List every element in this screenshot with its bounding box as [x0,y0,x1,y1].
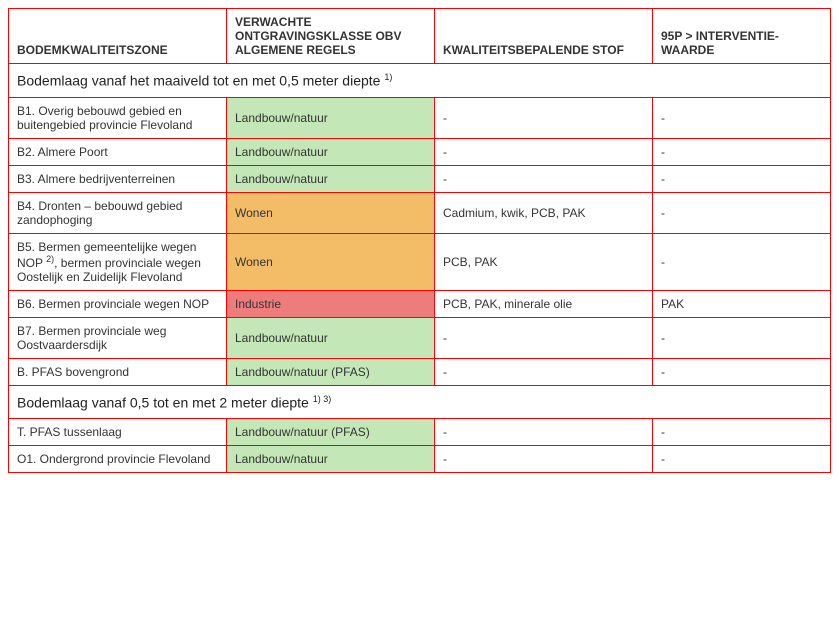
cell-class: Landbouw/natuur [227,97,435,138]
cell-zone: B1. Overig bebouwd gebied en buitengebie… [9,97,227,138]
cell-class: Landbouw/natuur [227,165,435,192]
cell-95p: - [653,233,831,290]
table-row: O1. Ondergrond provincie FlevolandLandbo… [9,446,831,473]
table-row: B7. Bermen provinciale weg Oostvaardersd… [9,317,831,358]
cell-zone: B5. Bermen gemeentelijke wegen NOP 2), b… [9,233,227,290]
cell-stof: - [435,97,653,138]
cell-zone: B3. Almere bedrijventerreinen [9,165,227,192]
cell-zone: B. PFAS bovengrond [9,358,227,385]
header-zone: BODEMKWALITEITSZONE [9,9,227,64]
cell-stof: PCB, PAK, minerale olie [435,290,653,317]
cell-95p: - [653,192,831,233]
cell-zone: B6. Bermen provinciale wegen NOP [9,290,227,317]
table-row: B5. Bermen gemeentelijke wegen NOP 2), b… [9,233,831,290]
cell-zone: B7. Bermen provinciale weg Oostvaardersd… [9,317,227,358]
cell-95p: - [653,317,831,358]
cell-zone: O1. Ondergrond provincie Flevoland [9,446,227,473]
cell-class: Wonen [227,233,435,290]
table-row: B3. Almere bedrijventerreinenLandbouw/na… [9,165,831,192]
cell-zone: B4. Dronten – bebouwd gebied zandophogin… [9,192,227,233]
table-row: B1. Overig bebouwd gebied en buitengebie… [9,97,831,138]
cell-95p: - [653,419,831,446]
cell-stof: - [435,317,653,358]
cell-stof: PCB, PAK [435,233,653,290]
header-stof: KWALITEITSBEPALENDE STOF [435,9,653,64]
cell-class: Wonen [227,192,435,233]
cell-stof: - [435,358,653,385]
section-header: Bodemlaag vanaf het maaiveld tot en met … [9,64,831,98]
table-row: B6. Bermen provinciale wegen NOPIndustri… [9,290,831,317]
cell-stof: - [435,165,653,192]
cell-class: Landbouw/natuur [227,446,435,473]
section-title: Bodemlaag vanaf het maaiveld tot en met … [9,64,831,98]
soil-quality-table: BODEMKWALITEITSZONE VERWACHTE ONTGRAVING… [8,8,831,473]
cell-stof: Cadmium, kwik, PCB, PAK [435,192,653,233]
cell-class: Landbouw/natuur [227,317,435,358]
cell-95p: - [653,165,831,192]
cell-stof: - [435,446,653,473]
cell-stof: - [435,138,653,165]
cell-class: Industrie [227,290,435,317]
section-header: Bodemlaag vanaf 0,5 tot en met 2 meter d… [9,385,831,419]
header-95p: 95P > INTERVENTIE-WAARDE [653,9,831,64]
table-row: T. PFAS tussenlaagLandbouw/natuur (PFAS)… [9,419,831,446]
cell-zone: B2. Almere Poort [9,138,227,165]
cell-class: Landbouw/natuur (PFAS) [227,358,435,385]
cell-95p: - [653,97,831,138]
cell-zone: T. PFAS tussenlaag [9,419,227,446]
section-title: Bodemlaag vanaf 0,5 tot en met 2 meter d… [9,385,831,419]
cell-95p: - [653,446,831,473]
table-row: B4. Dronten – bebouwd gebied zandophogin… [9,192,831,233]
cell-stof: - [435,419,653,446]
cell-class: Landbouw/natuur [227,138,435,165]
cell-95p: - [653,138,831,165]
header-class: VERWACHTE ONTGRAVINGSKLASSE OBV ALGEMENE… [227,9,435,64]
cell-95p: PAK [653,290,831,317]
table-header-row: BODEMKWALITEITSZONE VERWACHTE ONTGRAVING… [9,9,831,64]
table-row: B. PFAS bovengrondLandbouw/natuur (PFAS)… [9,358,831,385]
table-row: B2. Almere PoortLandbouw/natuur-- [9,138,831,165]
cell-class: Landbouw/natuur (PFAS) [227,419,435,446]
cell-95p: - [653,358,831,385]
